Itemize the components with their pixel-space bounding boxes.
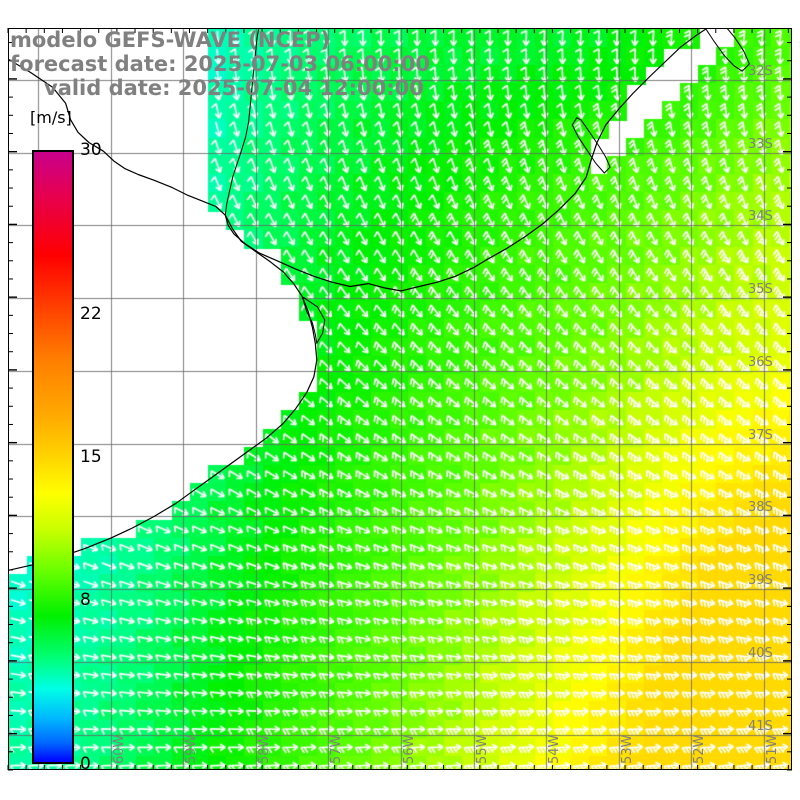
colorbar-tick-label: 15 [80, 447, 102, 467]
colorbar-tick-label: 8 [80, 590, 91, 611]
colorbar-box [32, 150, 74, 764]
colorbar-unit-label: [m/s] [30, 108, 72, 127]
coastline-overlay [9, 29, 750, 571]
colorbar-tick-label: 22 [80, 303, 102, 324]
colorbar-tick-label: 0 [80, 754, 91, 774]
colorbar-gradient [34, 152, 72, 762]
wind-field-canvas [9, 29, 791, 769]
colorbar-tick-label: 30 [80, 140, 102, 160]
plot-frame [8, 28, 792, 770]
